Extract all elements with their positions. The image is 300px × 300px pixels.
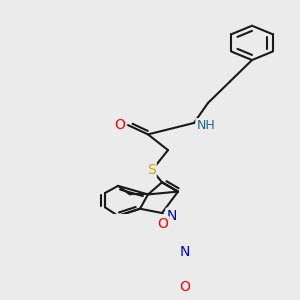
Text: N: N (180, 244, 190, 259)
Text: NH: NH (196, 119, 215, 132)
Text: S: S (147, 163, 155, 177)
Text: O: O (115, 118, 125, 132)
Text: N: N (167, 209, 177, 223)
Text: O: O (158, 218, 168, 232)
Text: O: O (180, 280, 190, 294)
